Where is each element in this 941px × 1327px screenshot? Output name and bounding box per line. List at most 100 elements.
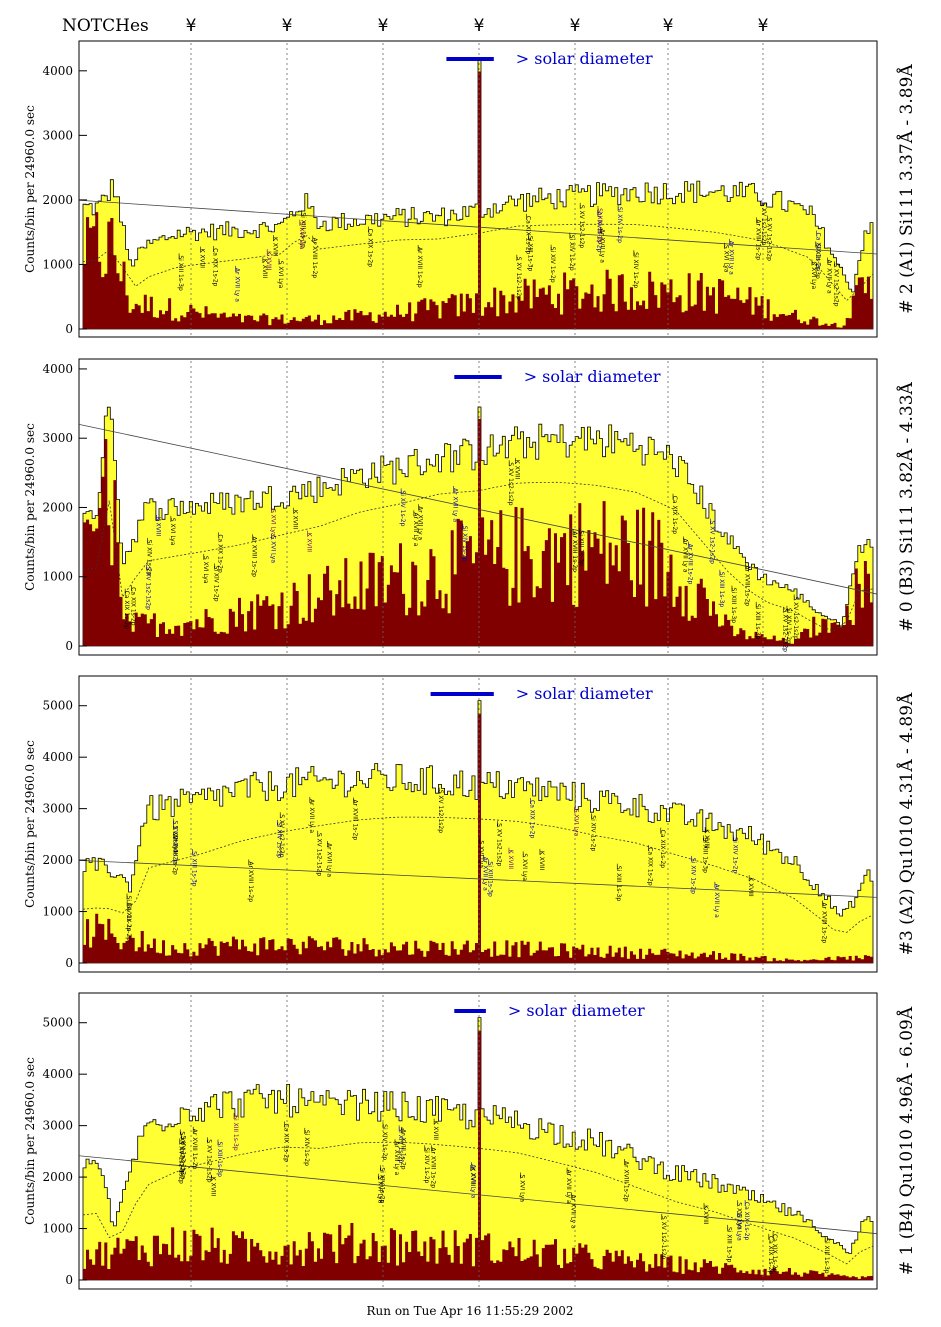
line-id-label: K XVIII	[538, 851, 545, 871]
line-id-label: K XVIII	[261, 259, 268, 279]
line-id-label: Ar XVII Ly a	[713, 884, 720, 918]
line-id-label: Ca XIX 1s-2p	[123, 591, 130, 630]
line-id-label: Ar XVIII 1s-2p	[820, 903, 827, 944]
background-histogram	[83, 419, 873, 646]
line-id-label: K XVIII	[513, 460, 520, 480]
y-tick-label: 4000	[42, 1067, 73, 1081]
background-histogram	[83, 1030, 873, 1280]
line-id-label: Si XIV 1s-2p	[590, 815, 597, 851]
line-id-label: S XV 1s2-1s2p	[179, 1136, 186, 1180]
line-id-label: Si XIII 1s-3p	[718, 572, 725, 608]
notches-label: NOTCHes	[62, 16, 149, 36]
line-id-label: Si XIV 1s-2p	[568, 235, 575, 271]
line-id-label: Si XIII 1s-3p	[578, 530, 585, 566]
panel-side-label: # 0 (B3) Si111 3.82Å - 4.33Å	[896, 381, 917, 631]
line-id-label: S XVI Lya	[518, 1174, 525, 1202]
line-id-label: Si XIII 1s-3p	[232, 1115, 239, 1151]
trend-line	[78, 1155, 878, 1235]
line-id-label: S XVI Lya	[277, 261, 284, 289]
line-id-label: S XV 1s2-1s2p	[316, 833, 323, 877]
line-id-label: Si XIII 1s-3p	[487, 861, 494, 897]
line-id-label: S XV 1s2-1s2p	[832, 263, 839, 307]
model-curve	[82, 481, 874, 632]
line-id-label: Si XIII 1s-3p	[754, 604, 761, 640]
line-id-label: Ar XVIII 1s-2p	[311, 238, 318, 279]
panel-2: Si XIV 1s-2p S XV 1s2-1s2p Ar XVII Ly a Ca …	[23, 358, 917, 656]
line-id-label: Si XIV 1s-2p	[381, 1124, 388, 1160]
line-id-label: Ca XIX 1s-2p	[366, 229, 373, 268]
y-tick-label: 2000	[42, 853, 73, 867]
line-id-label: Si XIII 1s-3p	[526, 236, 533, 272]
line-id-label: S XV 1s2-1s2p	[515, 257, 522, 301]
line-id-label: Ca XIX 1s-2p	[659, 830, 666, 869]
solar-diameter-label: > solar diameter	[516, 49, 653, 68]
line-id-label: Ar XVII Ly a	[452, 488, 459, 522]
panel-3: Si XIV 1s-2p S XV 1s2-1s2p Ar XVII Ly a Ca …	[23, 675, 917, 973]
line-id-label: Ar XVIII 1s-2p	[171, 834, 178, 875]
line-id-label: K XVIII	[199, 249, 206, 269]
line-id-label: S XV 1s2-1s2p	[437, 790, 444, 834]
line-id-label: Ar XVII Ly a	[417, 506, 424, 540]
line-id-label: Ca XIX 1s-2p	[125, 903, 132, 942]
line-id-label: Ar XVIII 1s-2p	[429, 1147, 436, 1188]
line-id-label: K XVIII	[469, 1167, 476, 1187]
line-id-label: S XV 1s2-1s2p	[760, 202, 767, 246]
line-id-label: Ca XIX 1s-2p	[671, 496, 678, 535]
line-id-label: Ar XVII Ly a	[481, 857, 488, 891]
y-axis-label: Counts/bin per 24960.0 sec	[23, 105, 37, 273]
line-id-label: Ar XVII Ly a	[569, 1195, 576, 1229]
line-id-label: Ar XVII Ly a	[826, 260, 833, 294]
line-id-label: S XVI Lya	[810, 262, 817, 290]
line-id-label: Si XIV 1s-2p	[397, 1127, 404, 1163]
run-timestamp: Run on Tue Apr 16 11:55:29 2002	[367, 1304, 574, 1318]
line-id-label: Ar XVII Ly a	[728, 241, 735, 275]
line-id-label: S XVI Lya	[376, 1176, 383, 1204]
line-id-label: S XVI Lya	[298, 222, 305, 250]
notch-marker-6: ¥	[663, 16, 674, 36]
line-id-label: S XVI Lya	[572, 809, 579, 837]
notch-marker-7: ¥	[758, 16, 769, 36]
y-axis-label: Counts/bin per 24960.0 sec	[23, 740, 37, 908]
line-id-label: Ca XIX 1s-2p	[211, 248, 218, 287]
line-id-label: K XVIII	[265, 251, 272, 271]
y-axis-label: Counts/bin per 24960.0 sec	[23, 423, 37, 591]
notch-marker-3: ¥	[378, 16, 389, 36]
y-tick-label: 1000	[42, 570, 73, 584]
line-id-label: S XV 1s2-1s2p	[507, 462, 514, 506]
line-id-label: S XV 1s2-1s2p	[578, 205, 585, 249]
line-id-label: S XV 1s2-1s2p	[766, 218, 773, 262]
y-tick-label: 2000	[42, 193, 73, 207]
line-id-label: Ca XIX 1s-2p	[771, 1234, 778, 1273]
y-tick-label: 1000	[42, 257, 73, 271]
line-id-label: Ca XIX 1s-2p	[129, 587, 136, 626]
line-id-label: Si XIV 1s-2p	[689, 858, 696, 894]
y-tick-label: 0	[65, 639, 73, 653]
line-id-label: Si XIII 1s-3p	[615, 866, 622, 902]
panels: Si XIV 1s-2pS XV 1s2-1s2p Ar XVII Ly aCa …	[23, 40, 917, 1290]
y-axis-label: Counts/bin per 24960.0 sec	[23, 1057, 37, 1225]
y-tick-label: 0	[65, 1273, 73, 1287]
line-id-label: S XVI Lya	[521, 853, 528, 881]
line-id-label: K XVIII	[432, 1121, 439, 1141]
line-id-label: K XVIII	[292, 510, 299, 530]
line-id-label: K XVIII	[507, 850, 514, 870]
line-id-label: Ar XVIII 1s-2p	[571, 531, 578, 572]
line-id-label: Ca XIX 1s-2p	[283, 1124, 290, 1163]
line-id-label: Ar XVII Ly a	[565, 1170, 572, 1204]
line-id-label: Ca XIX 1s-2p	[528, 800, 535, 839]
solar-diameter-label: > solar diameter	[508, 1001, 645, 1020]
line-id-label: Si XIV 1s-2p	[785, 608, 792, 644]
line-id-label: K XVIII	[306, 533, 313, 553]
line-id-label: Ar XVIII 1s-2p	[687, 544, 694, 585]
line-id-label: K XVIII	[703, 829, 710, 849]
line-id-label: Si XIII 1s-3p	[823, 1238, 830, 1274]
line-id-label: Ca XIX 1s-2p	[647, 847, 654, 886]
trend-line	[78, 199, 878, 255]
y-tick-label: 0	[65, 322, 73, 336]
y-tick-label: 4000	[42, 64, 73, 78]
line-id-label: Si XIV 1s-2p	[212, 566, 219, 602]
line-id-label: S XV 1s2-1s2p	[660, 1216, 667, 1260]
line-id-label: S XVI Lya	[736, 1202, 743, 1230]
line-id-label: S XV 1s2-1s2p	[205, 1139, 212, 1183]
line-id-label: Si XIV 1s-2p	[303, 1130, 310, 1166]
